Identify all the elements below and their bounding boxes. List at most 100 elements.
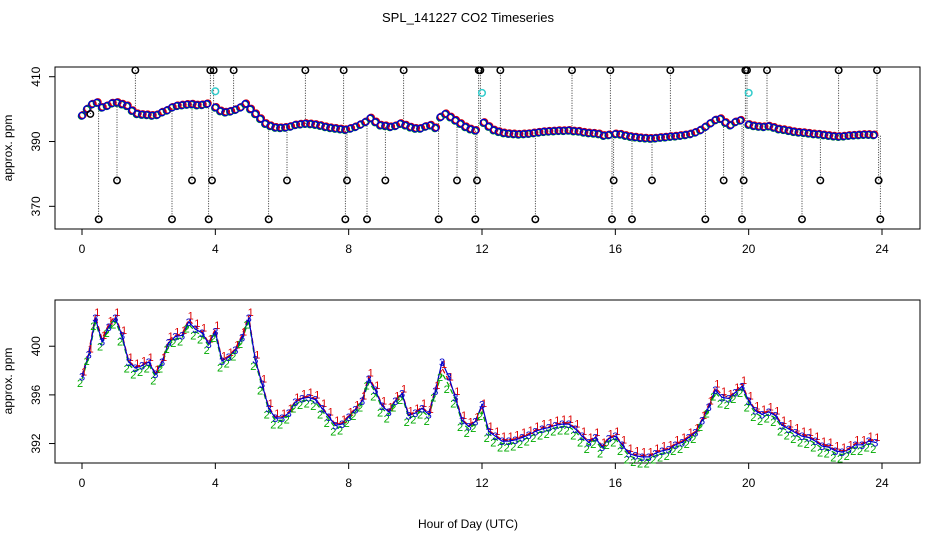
bottom-marker-1: 1: [654, 443, 660, 455]
bottom-marker-3: 3: [646, 452, 652, 464]
bottom-marker-2: 2: [290, 404, 296, 416]
bottom-marker-3: 3: [492, 431, 498, 443]
bottom-marker-2: 2: [264, 410, 270, 422]
bottom-marker-1: 1: [741, 375, 747, 387]
bottom-marker-3: 3: [132, 363, 138, 375]
bottom-marker-2: 2: [197, 334, 203, 346]
bottom-series-line-2: [81, 319, 876, 460]
bottom-marker-3: 3: [772, 411, 778, 423]
bottom-marker-3: 3: [652, 448, 658, 460]
bottom-marker-2: 2: [230, 351, 236, 363]
bottom-marker-2: 2: [570, 430, 576, 442]
bottom-marker-2: 2: [390, 402, 396, 414]
bottom-marker-1: 1: [494, 426, 500, 438]
bottom-marker-3: 3: [346, 412, 352, 424]
bottom-marker-1: 1: [254, 349, 260, 361]
top-blue-point: [549, 127, 558, 136]
bottom-marker-2: 2: [417, 410, 423, 422]
bottom-marker-1: 1: [874, 432, 880, 444]
bottom-marker-1: 1: [294, 392, 300, 404]
bottom-marker-2: 2: [437, 372, 443, 384]
top-cyan-point: [211, 87, 220, 96]
bottom-panel: approx. ppm 0 4 8 12 16 20 2439239640011111111…: [1, 299, 921, 490]
bottom-marker-1: 1: [501, 431, 507, 443]
bottom-marker-2: 2: [644, 458, 650, 470]
bottom-marker-1: 1: [454, 386, 460, 398]
bottom-marker-1: 1: [528, 425, 534, 437]
bottom-marker-2: 2: [150, 376, 156, 388]
bottom-marker-3: 3: [406, 411, 412, 423]
top-blue-point: [819, 131, 828, 140]
top-x-tick-label: 0: [79, 242, 86, 256]
bottom-marker-1: 1: [354, 399, 360, 411]
bottom-marker-3: 3: [872, 437, 878, 449]
top-outlier-point: [798, 215, 806, 224]
bottom-marker-3: 3: [792, 428, 798, 440]
bottom-marker-1: 1: [228, 347, 234, 359]
top-outlier-point: [283, 176, 291, 185]
bottom-marker-3: 3: [826, 442, 832, 454]
top-blue-point: [641, 134, 650, 143]
bottom-marker-1: 1: [388, 402, 394, 414]
bottom-marker-3: 3: [712, 385, 718, 397]
bottom-marker-2: 2: [784, 430, 790, 442]
bottom-marker-2: 2: [297, 400, 303, 412]
bottom-marker-3: 3: [832, 446, 838, 458]
top-outlier-point: [873, 66, 881, 75]
bottom-marker-3: 3: [559, 419, 565, 431]
bottom-marker-2: 2: [670, 446, 676, 458]
bottom-marker-2: 2: [537, 430, 543, 442]
bottom-marker-3: 3: [526, 430, 532, 442]
top-blue-point: [316, 121, 325, 130]
bottom-marker-3: 3: [639, 452, 645, 464]
bottom-marker-1: 1: [241, 326, 247, 338]
bottom-marker-3: 3: [119, 330, 125, 342]
bottom-marker-3: 3: [626, 448, 632, 460]
bottom-marker-3: 3: [139, 361, 145, 373]
bottom-marker-1: 1: [748, 391, 754, 403]
top-blue-point: [509, 130, 518, 139]
bottom-marker-1: 1: [381, 396, 387, 408]
bottom-marker-1: 1: [488, 421, 494, 433]
top-blue-point: [499, 129, 508, 138]
top-blue-point: [406, 123, 415, 132]
bottom-marker-1: 1: [714, 379, 720, 391]
bottom-marker-1: 1: [694, 422, 700, 434]
bottom-marker-2: 2: [130, 370, 136, 382]
top-blue-point: [142, 110, 151, 119]
bottom-marker-3: 3: [386, 407, 392, 419]
bottom-marker-3: 3: [512, 435, 518, 447]
top-outlier-point: [476, 66, 485, 75]
bottom-marker-3: 3: [352, 405, 358, 417]
bottom-marker-2: 2: [170, 338, 176, 350]
bottom-marker-1: 1: [434, 380, 440, 392]
bottom-marker-3: 3: [192, 324, 198, 336]
chart-title: SPL_141227 CO2 Timeseries: [382, 10, 554, 25]
top-blue-point: [616, 130, 625, 139]
bottom-marker-2: 2: [210, 333, 216, 345]
bottom-marker-1: 1: [81, 366, 87, 378]
bottom-marker-2: 2: [330, 427, 336, 439]
bottom-marker-2: 2: [504, 443, 510, 455]
top-blue-point: [854, 131, 863, 140]
top-blue-point: [716, 114, 725, 123]
bottom-marker-2: 2: [337, 426, 343, 438]
bottom-marker-1: 1: [814, 431, 820, 443]
bottom-marker-1: 1: [574, 419, 580, 431]
bottom-marker-3: 3: [366, 374, 372, 386]
bottom-marker-2: 2: [777, 427, 783, 439]
top-blue-point: [666, 132, 675, 141]
bottom-marker-3: 3: [739, 381, 745, 393]
bottom-marker-1: 1: [114, 307, 120, 319]
top-blue-point: [646, 134, 655, 143]
bottom-marker-3: 3: [506, 436, 512, 448]
bottom-marker-3: 3: [579, 431, 585, 443]
bottom-marker-3: 3: [532, 426, 538, 438]
top-blue-point: [656, 133, 665, 142]
bottom-marker-3: 3: [92, 313, 98, 325]
bottom-marker-1: 1: [861, 435, 867, 447]
bottom-marker-3: 3: [619, 440, 625, 452]
top-outlier-point: [738, 215, 746, 224]
bottom-marker-3: 3: [319, 403, 325, 415]
bottom-marker-3: 3: [592, 433, 598, 445]
